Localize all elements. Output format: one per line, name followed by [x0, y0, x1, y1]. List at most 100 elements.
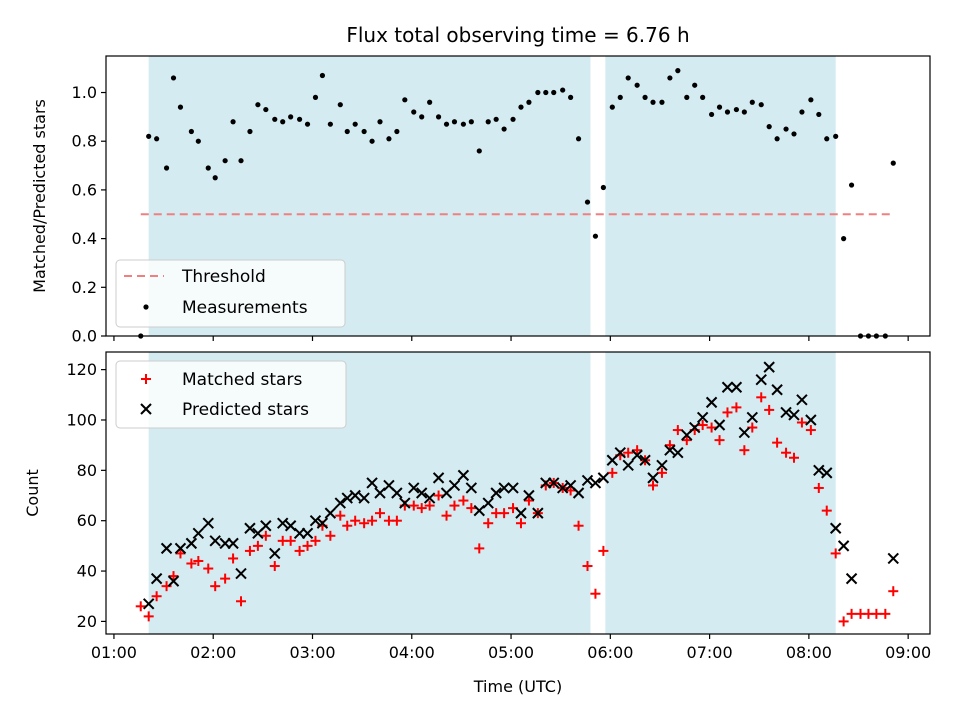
matched-star-point [590, 588, 601, 599]
top-legend: Threshold Measurements [115, 259, 346, 328]
measurement-point [170, 75, 177, 81]
y-tick-label: 0.6 [72, 180, 97, 199]
predicted-star-point [581, 474, 594, 487]
measurement-point [177, 104, 184, 110]
y-tick-label: 120 [66, 360, 97, 379]
predicted-star-point [235, 567, 247, 580]
matched-star-point [871, 608, 882, 619]
matched-star-point [888, 586, 899, 597]
matched-star-point [391, 515, 402, 526]
matched-star-point [161, 581, 172, 592]
matched-star-point [756, 392, 767, 403]
matched-star-point [830, 548, 841, 559]
matched-star-point [788, 452, 799, 463]
y-tick-label: 80 [77, 461, 97, 480]
measurement-point [824, 136, 830, 142]
matched-star-point [252, 540, 263, 551]
matched-star-point [367, 515, 378, 526]
measurement-point [212, 175, 218, 181]
measurement-point [733, 106, 740, 113]
matched-star-point [449, 500, 460, 511]
measurement-point [841, 236, 847, 242]
predicted-star-point [829, 522, 842, 534]
predicted-star-point [423, 492, 436, 504]
matched-star-point [656, 467, 667, 478]
measurement-point [584, 199, 591, 205]
matched-star-point [648, 480, 659, 491]
matched-star-point [424, 500, 435, 511]
measurement-point [361, 128, 367, 135]
predicted-star-point [244, 522, 256, 534]
shaded-region-1 [605, 352, 836, 634]
measurement-point [312, 94, 319, 100]
legend-predicted-label: Predicted stars [182, 400, 309, 420]
matched-star-point [294, 545, 305, 556]
measurement-point [255, 102, 261, 108]
measurement-point [833, 133, 839, 139]
predicted-star-point [399, 497, 411, 509]
measurement-point [791, 131, 797, 137]
measurement-point [394, 128, 400, 135]
matched-star-point [573, 520, 584, 531]
y-tick-label: 100 [66, 410, 97, 429]
y-tick-label: 40 [77, 562, 97, 581]
matched-star-point [151, 591, 162, 602]
measurement-point [675, 68, 681, 74]
legend-box [115, 259, 346, 328]
predicted-star-point [730, 381, 743, 393]
measurement-point [411, 109, 417, 115]
predicted-star-point [689, 421, 701, 434]
matched-star-point [714, 435, 725, 446]
predicted-star-point [639, 454, 651, 466]
y-tick-label: 1.0 [72, 83, 97, 102]
predicted-star-point [408, 482, 420, 494]
predicted-star-point [202, 517, 214, 529]
predicted-star-point [515, 507, 527, 519]
predicted-star-point [309, 514, 322, 527]
measurement-point [609, 104, 615, 110]
measurement-point [419, 114, 425, 120]
measurement-point [344, 128, 350, 135]
measurement-point [724, 109, 731, 115]
measurement-point [551, 89, 557, 96]
matched-star-point [582, 561, 593, 572]
predicted-star-point [316, 517, 329, 529]
measurement-point [808, 97, 814, 103]
measurement-point [667, 75, 673, 81]
predicted-star-point [167, 575, 180, 587]
matched-star-point [458, 495, 469, 506]
predicted-star-point [572, 487, 585, 499]
matched-star-point [664, 440, 675, 451]
matched-star-point [499, 508, 510, 519]
predicted-star-point [448, 479, 461, 492]
measurement-point [642, 94, 648, 100]
matched-star-point [416, 503, 427, 514]
x-tick-label: 01:00 [91, 643, 137, 662]
matched-star-point [623, 447, 634, 458]
matched-star-point [796, 417, 807, 428]
x-tick-label: 07:00 [687, 643, 733, 662]
matched-star-point [359, 518, 370, 529]
matched-star-point [722, 407, 733, 418]
measurement-point [280, 119, 286, 125]
y-tick-label: 0.4 [72, 229, 97, 248]
legend-matched-swatch [141, 374, 151, 384]
measurement-point [493, 116, 499, 122]
matched-star-point [210, 581, 221, 592]
measurement-point [238, 158, 244, 164]
predicted-star-point [589, 477, 602, 489]
measurement-point [377, 119, 383, 125]
predicted-star-point [755, 373, 767, 386]
count-points [135, 361, 899, 627]
measurement-point [263, 106, 269, 113]
matched-star-point [135, 601, 146, 612]
measurement-point [460, 121, 466, 127]
measurement-point [575, 136, 582, 142]
predicted-star-point [631, 449, 643, 461]
matched-star-point [781, 447, 792, 458]
predicted-star-point [672, 447, 684, 459]
predicted-star-point [507, 482, 519, 494]
matched-star-point [515, 518, 526, 529]
matched-star-point [236, 596, 247, 607]
